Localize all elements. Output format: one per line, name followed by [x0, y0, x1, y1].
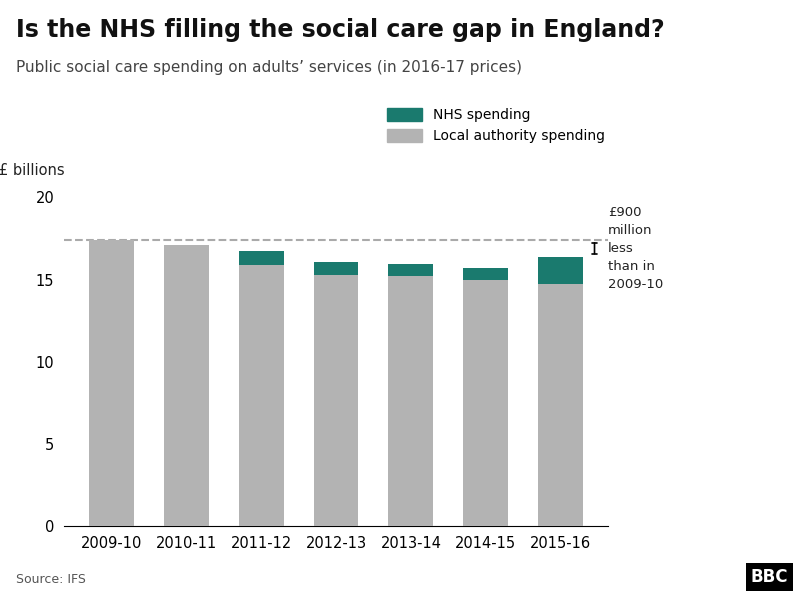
Bar [238, 265, 283, 526]
Legend: NHS spending, Local authority spending: NHS spending, Local authority spending [382, 103, 610, 149]
Text: £900
million
less
than in
2009-10: £900 million less than in 2009-10 [608, 206, 663, 291]
Text: BBC: BBC [750, 568, 788, 586]
Bar [389, 264, 434, 276]
Bar [538, 285, 583, 526]
Bar [463, 268, 508, 280]
Bar [164, 245, 209, 526]
Bar [314, 263, 358, 274]
Text: Public social care spending on adults’ services (in 2016-17 prices): Public social care spending on adults’ s… [16, 60, 522, 75]
Text: Is the NHS filling the social care gap in England?: Is the NHS filling the social care gap i… [16, 18, 665, 42]
Bar [89, 240, 134, 526]
Bar [314, 274, 358, 526]
Text: Source: IFS: Source: IFS [16, 573, 86, 586]
Bar [238, 251, 283, 265]
Bar [463, 280, 508, 526]
Bar [389, 276, 434, 526]
Text: £ billions: £ billions [0, 163, 64, 178]
Bar [538, 257, 583, 285]
